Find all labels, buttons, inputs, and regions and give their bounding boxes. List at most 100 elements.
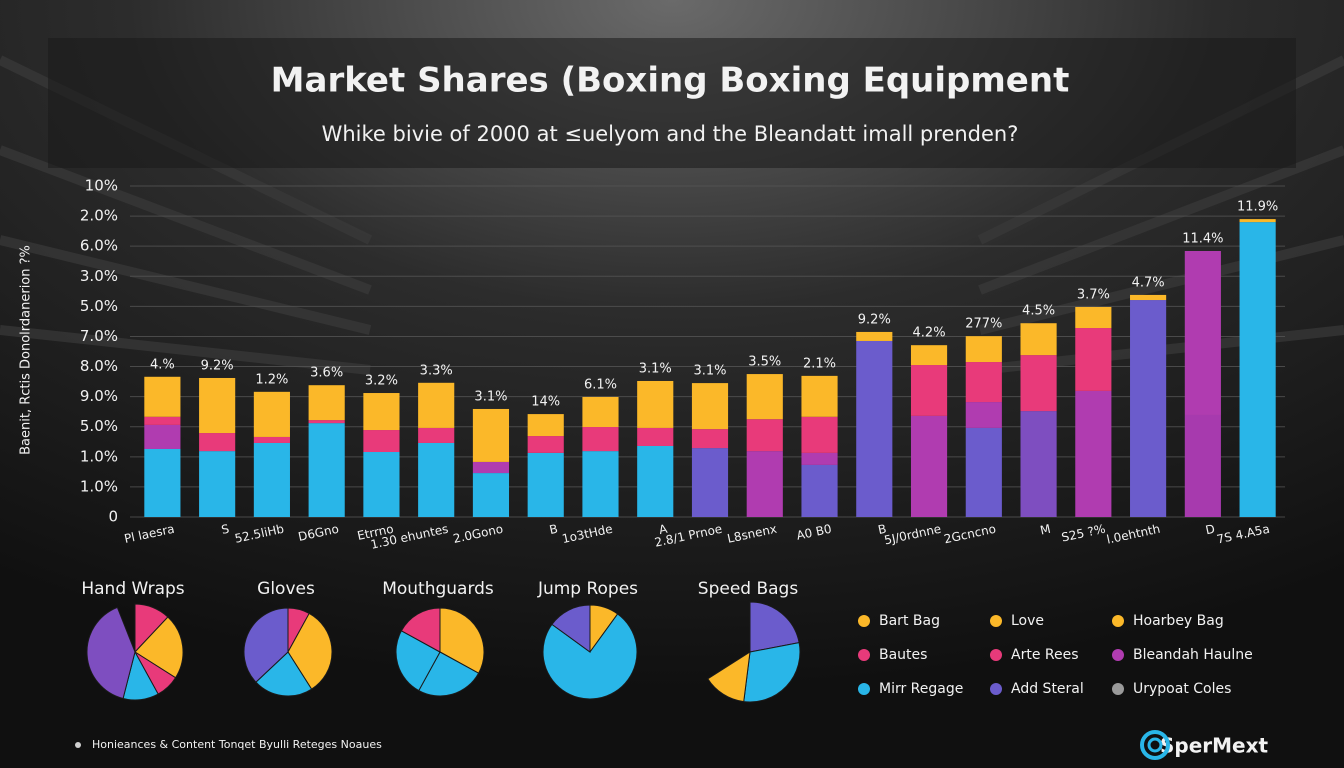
bar-segment [582,427,619,452]
bar-segment [308,385,345,421]
bar-label: 3.1% [639,361,672,376]
bar-segment [910,415,948,517]
bar-segment [418,427,455,443]
bar-segment [527,414,564,437]
y-tick-label: 3.0% [80,267,118,285]
bar-segment [418,442,455,517]
bar-segment [253,391,290,437]
bar-segment [418,382,455,428]
pie-slice [287,612,333,690]
bar-label: 3.5% [748,355,781,370]
y-tick-label: 7.0% [80,327,118,345]
chart-subtitle: Whike bivie of 2000 at ≤uelyom and the B… [322,122,1019,146]
bar-label: 9.2% [201,358,234,373]
pie-title: Hand Wraps [81,579,184,599]
bar-segment [910,365,948,416]
bar-segment [144,448,181,517]
bar-segment [637,445,674,517]
bar-segment [1075,390,1112,517]
pie-title: Gloves [257,579,315,599]
bar-segment [801,375,838,417]
bar-segment [253,436,290,443]
legend-label: Love [1011,613,1044,629]
bar-segment [801,416,838,453]
bar-segment [637,380,674,428]
y-tick-label: 6.0% [80,237,118,255]
bar-segment [637,427,674,446]
bar-segment [1130,300,1167,517]
bar-label: 9.2% [858,312,891,327]
pie-slice [395,630,441,692]
title-panel [48,38,1296,168]
legend-label: Bart Bag [879,613,940,629]
bar-segment [472,408,510,462]
legend-label: Mirr Regage [879,681,963,697]
bar-label: 11.9% [1237,200,1278,215]
bar-segment [1239,222,1276,518]
pie-title: Speed Bags [698,579,799,599]
bar-label: 14% [531,395,560,410]
bar-segment [253,442,290,517]
x-tick-label: B [877,522,888,537]
pie-slice [743,642,801,703]
bar-segment [746,374,783,420]
x-tick-label: A [658,522,670,538]
bar-segment [910,345,948,366]
bar-label: 277% [965,317,1002,332]
bar-segment [965,427,1002,517]
pie-slice [707,651,751,703]
bar-segment [965,336,1002,363]
bar-segment [144,376,181,417]
bar-segment [363,430,400,453]
legend-swatch [990,683,1002,695]
bar-label: 3.6% [310,366,343,381]
bar-segment [308,420,345,424]
pie-title: Mouthguards [382,579,494,599]
chart-title: Market Shares (Boxing Boxing Equipment [271,61,1070,101]
bar-label: 2.1% [803,356,836,371]
bar-label: 1.2% [255,372,288,387]
bar-segment [1130,294,1167,301]
bar-segment [691,383,729,430]
bar-segment [308,423,345,517]
bar-segment [801,464,838,517]
pie-slice [749,601,800,653]
bar-segment [1020,355,1057,412]
bar-segment [965,362,1002,403]
legend-swatch [990,615,1002,627]
bar-label: 4.7% [1132,275,1165,290]
bar-segment [856,340,893,517]
bar-label: 3.1% [693,364,726,379]
bar-segment [1020,411,1057,517]
x-tick-label: B [548,522,559,537]
y-tick-label: 5.0% [80,417,118,435]
bar-segment [199,377,236,434]
y-tick-label: 0 [108,508,118,526]
bar-segment [582,396,619,428]
legend-swatch [1112,683,1124,695]
bar-segment [691,429,729,449]
bar-label: 3.1% [474,389,507,404]
bar-label: 3.2% [365,374,398,389]
bar-segment [363,452,400,517]
bar-label: 4.5% [1022,304,1055,319]
legend-label: Bautes [879,647,927,663]
bar-segment [1184,414,1221,517]
pie-slice [418,651,480,697]
y-tick-label: 1.0% [80,477,118,495]
pie-slice [551,604,591,653]
bar-segment [199,433,236,452]
footer-icon [75,742,81,748]
bar-segment [1239,219,1276,223]
legend-label: Bleandah Haulne [1133,647,1253,663]
pie-slice [439,607,485,674]
y-tick-label: 10% [85,177,118,195]
bar-segment [1075,328,1112,391]
x-tick-label: S [220,522,230,537]
bar-label: 3.7% [1077,287,1110,302]
bar-segment [965,402,1002,428]
footer-text: Honieances & Content Tonqet Byulli Reteg… [92,738,382,751]
brand: SperMext [1160,734,1269,758]
brand-logo-inner [1147,737,1163,753]
